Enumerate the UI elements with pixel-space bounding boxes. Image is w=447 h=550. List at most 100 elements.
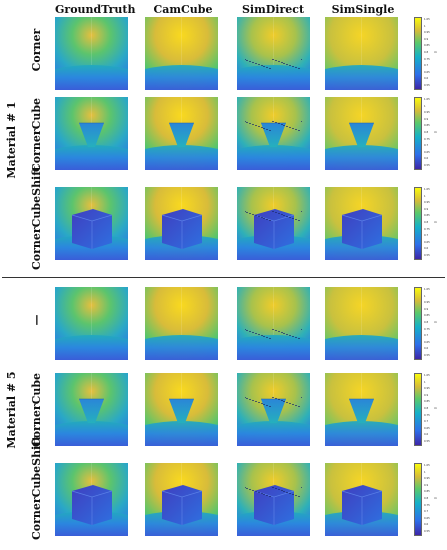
colorbar-tick: 0.6 bbox=[424, 157, 429, 161]
colorbar-tick: 0.75 bbox=[424, 57, 430, 61]
depth-map-camcube-row-1 bbox=[145, 17, 218, 90]
colorbar-tick: 0.7 bbox=[424, 510, 429, 514]
colorbar-tick: 1 bbox=[424, 294, 426, 298]
colorbar-row-3 bbox=[414, 187, 422, 260]
column-header-simsingle: SimSingle bbox=[331, 3, 395, 16]
colorbar-tick: 0.6 bbox=[424, 433, 429, 437]
colorbar-tick: 0.6 bbox=[424, 523, 429, 527]
depth-map-groundtruth-row-4 bbox=[55, 287, 128, 360]
group-label-material-5: Material # 5 bbox=[5, 371, 18, 449]
colorbar-tick: 0.55 bbox=[424, 84, 430, 87]
colorbar-tick: 0.75 bbox=[424, 327, 430, 331]
colorbar-tick: 0.65 bbox=[424, 516, 430, 520]
colorbar-tick: 0.65 bbox=[424, 240, 430, 244]
colorbar-tick: 0.95 bbox=[424, 477, 430, 481]
colorbar-tick: 0.65 bbox=[424, 426, 430, 430]
colorbar-unit: m bbox=[434, 406, 437, 410]
depth-map-groundtruth-row-1 bbox=[55, 17, 128, 90]
depth-map-simdirect-row-1 bbox=[237, 17, 310, 90]
colorbar-unit: m bbox=[434, 320, 437, 324]
colorbar-tick: 0.95 bbox=[424, 201, 430, 205]
colorbar-tick: 0.95 bbox=[424, 387, 430, 391]
colorbar-tick: 0.55 bbox=[424, 164, 430, 167]
colorbar-unit: m bbox=[434, 130, 437, 134]
depth-map-camcube-row-3 bbox=[145, 187, 218, 260]
colorbar-tick: 0.9 bbox=[424, 207, 429, 211]
column-header-simdirect: SimDirect bbox=[241, 3, 305, 16]
row-label-dash: — bbox=[30, 314, 43, 326]
depth-map-simsingle-row-3 bbox=[325, 187, 398, 260]
colorbar-tick: 0.95 bbox=[424, 31, 430, 35]
row-label-cornercubeshift: CornerCubeShift bbox=[30, 165, 43, 270]
colorbar-tick: 0.8 bbox=[424, 497, 429, 500]
colorbar-tick: 0.55 bbox=[424, 530, 430, 533]
row-label-cornercube: CornerCube bbox=[30, 97, 43, 173]
group-label-material-1: Material # 1 bbox=[5, 101, 18, 179]
colorbar-tick: 0.75 bbox=[424, 413, 430, 417]
colorbar-tick: 0.85 bbox=[424, 124, 430, 128]
colorbar-tick: 0.65 bbox=[424, 340, 430, 344]
colorbar-tick: 0.9 bbox=[424, 307, 429, 311]
colorbar-tick: 1.05 bbox=[424, 18, 430, 21]
colorbar-tick: 0.85 bbox=[424, 400, 430, 404]
depth-map-simsingle-row-2 bbox=[325, 97, 398, 170]
colorbar-tick: 0.9 bbox=[424, 393, 429, 397]
column-header-camcube: CamCube bbox=[153, 3, 213, 16]
colorbar-tick: 1 bbox=[424, 194, 426, 198]
depth-map-groundtruth-row-5 bbox=[55, 373, 128, 446]
colorbar-tick: 0.7 bbox=[424, 420, 429, 424]
colorbar-tick: 0.7 bbox=[424, 234, 429, 238]
colorbar-tick: 0.75 bbox=[424, 503, 430, 507]
colorbar-tick: 0.7 bbox=[424, 144, 429, 148]
depth-map-camcube-row-4 bbox=[145, 287, 218, 360]
colorbar-tick: 1.05 bbox=[424, 374, 430, 377]
depth-map-camcube-row-2 bbox=[145, 97, 218, 170]
depth-map-groundtruth-row-3 bbox=[55, 187, 128, 260]
row-label-corner: Corner bbox=[30, 28, 43, 72]
colorbar-tick: 0.85 bbox=[424, 214, 430, 218]
colorbar-tick: 0.7 bbox=[424, 334, 429, 338]
depth-map-simdirect-row-3 bbox=[237, 187, 310, 260]
colorbar-row-2 bbox=[414, 97, 422, 170]
colorbar-tick: 1.05 bbox=[424, 288, 430, 291]
colorbar-tick: 0.8 bbox=[424, 131, 429, 134]
colorbar-tick: 0.9 bbox=[424, 37, 429, 41]
depth-map-simdirect-row-4 bbox=[237, 287, 310, 360]
colorbar-tick: 0.85 bbox=[424, 314, 430, 318]
depth-map-simsingle-row-4 bbox=[325, 287, 398, 360]
colorbar-tick: 1.05 bbox=[424, 188, 430, 191]
colorbar-tick: 0.8 bbox=[424, 51, 429, 54]
colorbar-unit: m bbox=[434, 50, 437, 54]
colorbar-tick: 0.6 bbox=[424, 77, 429, 81]
depth-map-simsingle-row-5 bbox=[325, 373, 398, 446]
colorbar-tick: 0.65 bbox=[424, 150, 430, 154]
column-header-groundtruth: GroundTruth bbox=[55, 3, 136, 16]
depth-map-camcube-row-5 bbox=[145, 373, 218, 446]
colorbar-unit: m bbox=[434, 220, 437, 224]
colorbar-unit: m bbox=[434, 496, 437, 500]
colorbar-tick: 1 bbox=[424, 470, 426, 474]
colorbar-tick: 0.9 bbox=[424, 483, 429, 487]
row-label-cornercubeshift-5: CornerCubeShift bbox=[30, 435, 43, 540]
colorbar-tick: 0.75 bbox=[424, 227, 430, 231]
depth-map-simdirect-row-5 bbox=[237, 373, 310, 446]
colorbar-tick: 0.95 bbox=[424, 301, 430, 305]
colorbar-tick: 0.8 bbox=[424, 321, 429, 324]
colorbar-tick: 0.9 bbox=[424, 117, 429, 121]
group-divider bbox=[2, 277, 445, 278]
colorbar-tick: 0.65 bbox=[424, 70, 430, 74]
colorbar-tick: 0.6 bbox=[424, 247, 429, 251]
colorbar-tick: 0.55 bbox=[424, 254, 430, 257]
colorbar-tick: 0.75 bbox=[424, 137, 430, 141]
colorbar-tick: 0.6 bbox=[424, 347, 429, 351]
depth-map-simdirect-row-2 bbox=[237, 97, 310, 170]
depth-map-camcube-row-6 bbox=[145, 463, 218, 536]
colorbar-tick: 0.85 bbox=[424, 490, 430, 494]
colorbar-tick: 1 bbox=[424, 104, 426, 108]
colorbar-tick: 0.8 bbox=[424, 407, 429, 410]
colorbar-row-4 bbox=[414, 287, 422, 360]
colorbar-tick: 0.55 bbox=[424, 440, 430, 443]
depth-map-groundtruth-row-2 bbox=[55, 97, 128, 170]
colorbar-row-6 bbox=[414, 463, 422, 536]
